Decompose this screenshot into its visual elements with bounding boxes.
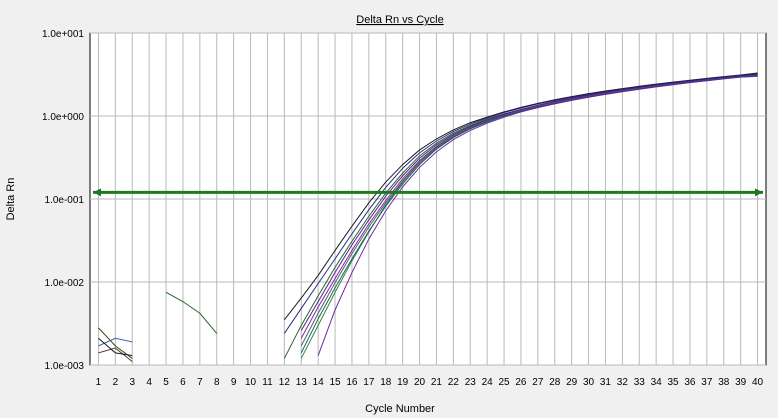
x-tick-label: 19 (397, 377, 409, 388)
threshold-left-cap (93, 188, 101, 197)
x-tick-label: 14 (313, 377, 325, 388)
x-tick-label: 13 (296, 377, 308, 388)
x-tick-label: 34 (651, 377, 663, 388)
x-tick-label: 20 (414, 377, 426, 388)
y-axis-label: Delta Rn (5, 178, 17, 221)
series-line (98, 337, 133, 357)
threshold-right-cap (755, 188, 763, 197)
x-tick-label: 18 (380, 377, 392, 388)
grid-lines (90, 32, 766, 366)
series-line (317, 75, 758, 356)
plot-group (89, 32, 767, 366)
x-tick-label: 7 (197, 377, 203, 388)
y-tick-label: 1.0e-003 (45, 361, 85, 372)
x-tick-label: 28 (549, 377, 561, 388)
x-tick-label: 35 (667, 377, 679, 388)
y-tick-label: 1.0e+000 (42, 112, 84, 123)
x-tick-label: 33 (634, 377, 646, 388)
x-tick-label: 3 (129, 377, 135, 388)
x-tick-label: 16 (346, 377, 358, 388)
y-tick-label: 1.0e+001 (42, 29, 84, 40)
x-tick-label: 38 (718, 377, 730, 388)
x-tick-label: 21 (431, 377, 443, 388)
series-group (98, 72, 758, 362)
series-line (98, 347, 133, 362)
chart-title: Delta Rn vs Cycle (356, 14, 443, 26)
x-tick-label: 39 (735, 377, 747, 388)
y-tick-label: 1.0e-002 (45, 278, 85, 289)
x-tick-label: 25 (498, 377, 510, 388)
x-tick-label: 17 (363, 377, 375, 388)
x-tick-label: 22 (448, 377, 460, 388)
x-tick-label: 23 (465, 377, 477, 388)
series-line (165, 291, 218, 334)
x-tick-label: 9 (231, 377, 237, 388)
x-tick-label: 10 (245, 377, 257, 388)
x-tick-label: 27 (532, 377, 544, 388)
series-line (300, 74, 758, 339)
x-tick-label: 11 (262, 377, 273, 388)
x-tick-label: 6 (180, 377, 186, 388)
x-tick-label: 36 (684, 377, 696, 388)
x-tick-label: 2 (113, 377, 119, 388)
x-tick-label: 12 (279, 377, 291, 388)
x-tick-label: 4 (146, 377, 152, 388)
y-tick-label: 1.0e-001 (45, 195, 85, 206)
x-axis-label: Cycle Number (365, 403, 435, 415)
x-tick-label: 1 (96, 377, 102, 388)
x-tick-label: 15 (329, 377, 341, 388)
x-tick-label: 8 (214, 377, 220, 388)
x-tick-label: 30 (583, 377, 595, 388)
x-tick-label: 24 (482, 377, 494, 388)
series-line (283, 72, 758, 321)
series-line (283, 73, 758, 334)
x-tick-label: 37 (701, 377, 713, 388)
x-tick-label: 40 (752, 377, 764, 388)
x-tick-label: 31 (600, 377, 612, 388)
x-tick-label: 26 (515, 377, 527, 388)
x-tick-label: 29 (566, 377, 578, 388)
x-tick-label: 32 (617, 377, 629, 388)
x-tick-label: 5 (163, 377, 169, 388)
